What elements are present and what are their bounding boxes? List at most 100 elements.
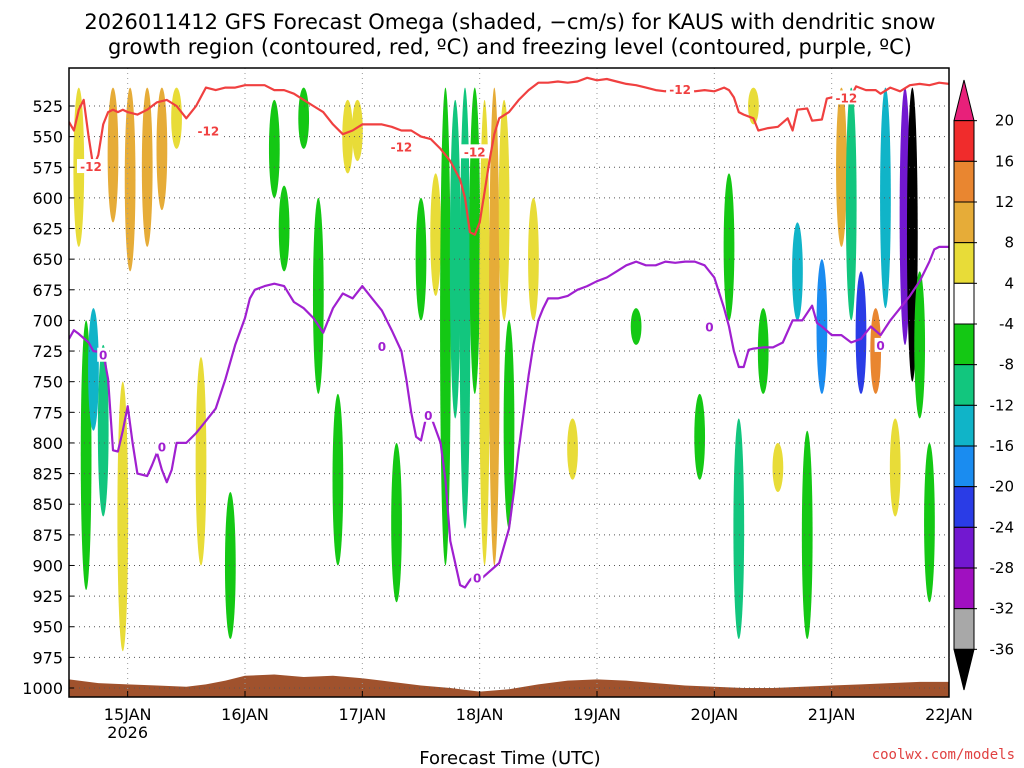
- colorbar-segment-7: [953, 364, 975, 406]
- colorbar-label-0: 20: [995, 112, 1014, 130]
- contour-label-5: -12: [835, 91, 857, 105]
- colorbar-segment-10: [953, 486, 975, 528]
- colorbar-label-7: -12: [990, 396, 1015, 414]
- x-tick-label-5: 20JAN: [690, 705, 738, 724]
- contour-label-6: 0: [99, 349, 107, 363]
- x-tick-label-6: 21JAN: [808, 705, 856, 724]
- omega-feature-37: [757, 308, 769, 394]
- grid-lines: [69, 68, 950, 697]
- omega-feature-50: [914, 271, 926, 419]
- colorbar-label-4: 4: [1004, 274, 1014, 292]
- omega-feature-2: [88, 308, 99, 431]
- y-tick-label-1000: 1000: [22, 679, 63, 698]
- omega-feature-28: [498, 99, 510, 321]
- omega-feature-24: [459, 87, 471, 529]
- omega-feature-46: [880, 87, 891, 309]
- omega-feature-39: [792, 222, 803, 321]
- omega-feature-18: [352, 99, 363, 162]
- plot-frame: [68, 67, 950, 698]
- y-tick-label-725: 725: [32, 342, 63, 361]
- contour-label-bg-3: [460, 144, 489, 159]
- y-tick-label-675: 675: [32, 281, 63, 300]
- omega-feature-14: [298, 87, 310, 149]
- colorbar-arrow-top: [953, 79, 975, 122]
- colorbar-label-11: -28: [990, 559, 1015, 577]
- y-tick-label-950: 950: [32, 618, 63, 637]
- y-tick-label-575: 575: [32, 158, 63, 177]
- y-tick-label-825: 825: [32, 465, 63, 484]
- y-tick-label-900: 900: [32, 556, 63, 575]
- y-tick-label-525: 525: [32, 97, 63, 116]
- contour-label-1: -12: [197, 125, 219, 139]
- contour-label-9: 0: [424, 409, 432, 423]
- omega-feature-27: [488, 87, 500, 566]
- contour-label-bg-0: [77, 159, 105, 174]
- y-tick-label-650: 650: [32, 250, 63, 269]
- omega-feature-3: [97, 344, 109, 517]
- omega-feature-11: [224, 491, 236, 639]
- omega-feature-7: [141, 87, 153, 247]
- colorbar-label-12: -32: [990, 600, 1015, 618]
- colorbar-label-9: -20: [990, 478, 1015, 496]
- colorbar-segment-13: [953, 608, 975, 650]
- contour-label-0: -12: [80, 160, 102, 174]
- omega-feature-36: [748, 87, 759, 125]
- x-axis-label: Forecast Time (UTC): [419, 748, 600, 768]
- omega-feature-4: [107, 87, 119, 223]
- omega-shading: [73, 87, 935, 652]
- x-tick-label-0: 15JAN: [104, 705, 152, 724]
- colorbar-arrow-bottom: [953, 648, 975, 691]
- colorbar-label-5: -4: [999, 315, 1014, 333]
- omega-feature-10: [195, 357, 207, 566]
- omega-feature-19: [391, 442, 402, 603]
- y-tick-label-850: 850: [32, 495, 63, 514]
- y-tick-label-700: 700: [32, 311, 63, 330]
- omega-feature-26: [479, 99, 490, 566]
- omega-feature-40: [801, 430, 813, 639]
- contour-label-7: 0: [158, 441, 166, 455]
- contour-label-bg-1: [194, 123, 223, 138]
- colorbar-label-6: -8: [999, 356, 1014, 374]
- colorbar-segment-8: [953, 404, 975, 447]
- contour-label-bg-9: [422, 407, 435, 422]
- y-axis: 525 550 575 600 625 650 675 700 725 750 775 800 825 8…: [22, 97, 74, 698]
- contour-layer: -12 -12 -12 -12 -12 -12 0 0 0 0 0 0 0: [69, 76, 949, 589]
- omega-feature-33: [694, 393, 706, 480]
- omega-feature-15: [312, 197, 324, 394]
- y-tick-label-775: 775: [32, 403, 63, 422]
- terrain-area: [69, 674, 949, 697]
- omega-feature-21: [430, 173, 442, 296]
- colorbar-label-10: -24: [990, 518, 1015, 536]
- x-tick-label-2: 17JAN: [338, 705, 386, 724]
- omega-feature-22: [440, 87, 451, 566]
- contour-label-bg-11: [703, 319, 716, 334]
- contour-label-bg-4: [666, 81, 695, 96]
- contour-label-bg-7: [155, 439, 168, 454]
- contour-line-0: [69, 76, 949, 236]
- y-tick-label-625: 625: [32, 220, 63, 239]
- y-tick-label-600: 600: [32, 189, 63, 208]
- colorbar-label-3: 8: [1004, 234, 1014, 252]
- contour-label-bg-5: [832, 90, 861, 105]
- colorbar: 20 16 12 8 4 -4 -8 -12 -16 -20 -24 -28 -32 -36: [953, 79, 1015, 691]
- contour-label-10: 0: [473, 572, 481, 586]
- omega-feature-17: [342, 99, 354, 174]
- omega-feature-31: [567, 418, 578, 480]
- omega-feature-29: [503, 320, 515, 529]
- contour-label-11: 0: [705, 321, 713, 335]
- colorbar-segment-9: [953, 445, 975, 488]
- omega-feature-9: [171, 87, 182, 149]
- x-tick-label-7: 22JAN: [925, 705, 973, 724]
- contour-label-8: 0: [378, 340, 386, 354]
- credit-text: coolwx.com/models: [872, 747, 1015, 763]
- colorbar-segment-12: [953, 567, 975, 610]
- contour-label-bg-10: [471, 570, 484, 585]
- colorbar-label-8: -16: [990, 437, 1015, 455]
- contour-label-bg-12: [874, 337, 887, 352]
- y-tick-label-975: 975: [32, 648, 63, 667]
- omega-feature-42: [836, 87, 847, 247]
- omega-feature-47: [889, 418, 901, 517]
- omega-feature-23: [449, 99, 461, 419]
- omega-feature-25: [469, 87, 481, 394]
